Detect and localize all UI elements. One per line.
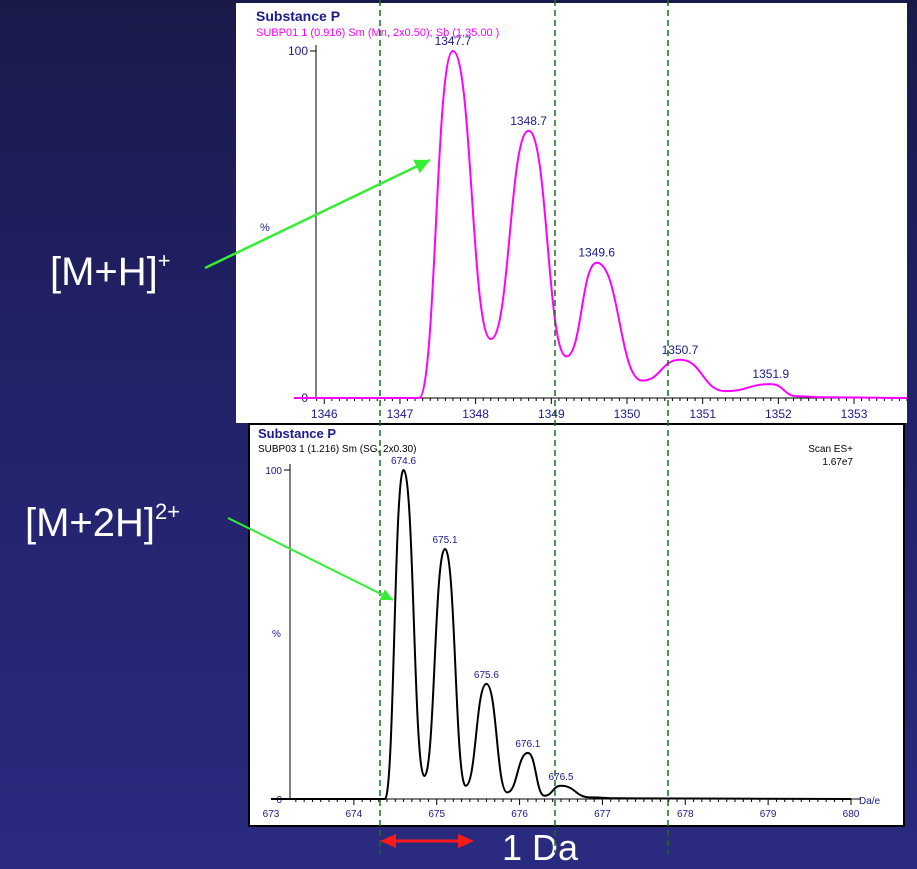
m2h-ion-charge: 2+ [155,499,181,524]
peak-label: 675.6 [474,670,499,681]
x-tick-label: 673 [263,809,280,820]
chart-title: Substance P [258,426,336,441]
peak-label: 1348.7 [510,114,547,128]
x-tick-label: 1346 [311,407,338,421]
intensity-label: 1.67e7 [822,457,853,468]
peak-label: 674.6 [391,456,416,467]
x-tick-label: 1349 [538,407,565,421]
x-tick-label: 674 [346,809,363,820]
one-da-right-head [458,834,474,848]
m2h-ion-text: [M+2H] [25,501,156,545]
peak-label: 1349.6 [578,246,615,260]
top-peak-labels: 1347.7 1348.7 1349.6 1350.7 1351.9 [435,34,790,381]
peak-label: 676.1 [515,739,540,750]
x-tick-label: 1351 [689,407,716,421]
one-da-text: 1 Da [502,827,579,868]
spectrum-trace [293,49,908,399]
bottom-trace [271,468,852,800]
y-tick-label: 0 [276,795,282,806]
peak-label: 1347.7 [435,34,472,48]
bottom-spectrum-chart: Substance P SUBP03 1 (1.216) Sm (SG, 2x0… [248,423,905,827]
chart-subtitle: SUBP01 1 (0.916) Sm (Mn, 2x0.50); Sb (1,… [256,27,499,39]
x-tick-label: 679 [760,809,777,820]
x-tick-label: 678 [677,809,694,820]
bottom-peak-labels: 674.6 675.1 675.6 676.1 676.5 [391,456,574,783]
peak-label: 1351.9 [752,367,789,381]
spectrum-trace [271,468,852,800]
top-spectrum-panel: Substance P SUBP01 1 (0.916) Sm (Mn, 2x0… [236,3,917,423]
y-tick-label: 100 [288,44,308,58]
x-tick-label: 675 [428,809,445,820]
bottom-panel-frame [248,423,905,827]
x-tick-label: 1353 [841,407,868,421]
x-tick-label: 677 [594,809,611,820]
mh-ion-label: [M+H]+ [50,250,171,294]
chart-title: Substance P [256,8,340,24]
x-tick-label: 676 [511,809,528,820]
mh-ion-text: [M+H] [50,250,158,294]
m2h-ion-label: [M+2H]2+ [25,501,180,545]
y-tick-label: 100 [265,466,282,477]
chart-subtitle: SUBP03 1 (1.216) Sm (SG, 2x0.30) [258,444,416,455]
scan-mode-label: Scan ES+ [808,444,853,455]
top-spectrum-chart: Substance P SUBP01 1 (0.916) Sm (Mn, 2x0… [256,8,917,421]
y-axis-label: % [272,629,281,640]
one-da-label: 1 Da [502,830,578,866]
y-axis-label: % [260,222,270,234]
one-da-left-head [380,834,396,848]
top-trace [293,49,908,399]
mh-ion-charge: + [157,248,171,273]
peak-label: 675.1 [432,535,457,546]
x-tick-label: 680 [843,809,860,820]
x-tick-label: 1352 [765,407,792,421]
x-tick-label: 1348 [462,407,489,421]
peak-label: 1350.7 [662,343,699,357]
x-tick-label: 1350 [614,407,641,421]
x-tick-label: 1347 [387,407,414,421]
x-axis-unit: Da/e [859,796,881,807]
peak-label: 676.5 [548,772,573,783]
bottom-spectrum-panel: Substance P SUBP03 1 (1.216) Sm (SG, 2x0… [248,423,905,827]
bottom-axes: 0 100 673 674 675 676 677 678 679 680 [263,464,861,820]
